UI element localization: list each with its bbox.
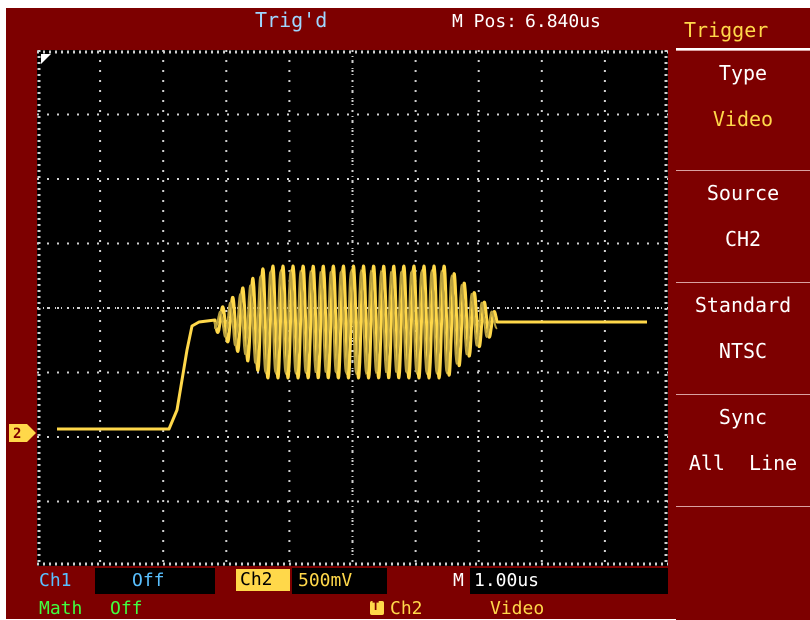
trigger-menu: Trigger Type Video Source CH2 Standard N… [676, 8, 810, 620]
ch2-ground-marker-icon[interactable]: 2 [7, 422, 37, 444]
main-position: M Pos: 6.840us [452, 11, 601, 32]
math-value: Off [110, 598, 143, 619]
ch2-label: Ch2 [240, 569, 273, 590]
trigger-icon: T [370, 599, 384, 615]
source-label: Source [706, 181, 780, 205]
standard-value: NTSC [718, 339, 768, 363]
menu-title-label: Trigger [684, 18, 769, 42]
math-label: Math [39, 598, 83, 619]
menu-item-type[interactable]: Type Video [676, 50, 810, 171]
trigger-source: Ch2 [390, 598, 423, 619]
source-value: CH2 [724, 227, 762, 251]
trigger-position-icon [41, 54, 51, 64]
menu-item-source[interactable]: Source CH2 [676, 170, 810, 283]
sync-label: Sync [718, 405, 768, 429]
ch2-trace-overlay [214, 268, 498, 376]
ch2-value-box [292, 568, 387, 594]
menu-item-sync[interactable]: Sync All Line [676, 394, 810, 507]
mpos-label: M Pos: [452, 11, 518, 32]
trigger-status: Trig'd [255, 8, 328, 32]
ch2-tag: Ch2 [236, 569, 290, 591]
trigger-icon-label: T [372, 599, 380, 613]
ch2-value: 500mV [298, 570, 353, 591]
type-value: Video [712, 107, 774, 131]
graticule [37, 50, 668, 566]
sync-value: All Line [688, 451, 798, 475]
ch1-label: Ch1 [39, 570, 72, 591]
waveform-display [37, 50, 668, 566]
standard-label: Standard [694, 293, 792, 317]
ch2-trace [57, 264, 647, 431]
ch1-value: Off [132, 570, 165, 591]
menu-title: Trigger [676, 8, 810, 50]
mpos-value: 6.840us [525, 11, 601, 32]
type-label: Type [718, 61, 768, 85]
ch1-value-box [95, 568, 215, 594]
timebase-box [470, 568, 668, 594]
menu-item-standard[interactable]: Standard NTSC [676, 282, 810, 395]
timebase-label: M [453, 570, 464, 591]
timebase-value: 1.00us [474, 570, 540, 591]
ch2-marker-label: 2 [13, 426, 21, 442]
trigger-mode: Video [490, 598, 545, 619]
menu-item-empty[interactable] [676, 506, 810, 620]
